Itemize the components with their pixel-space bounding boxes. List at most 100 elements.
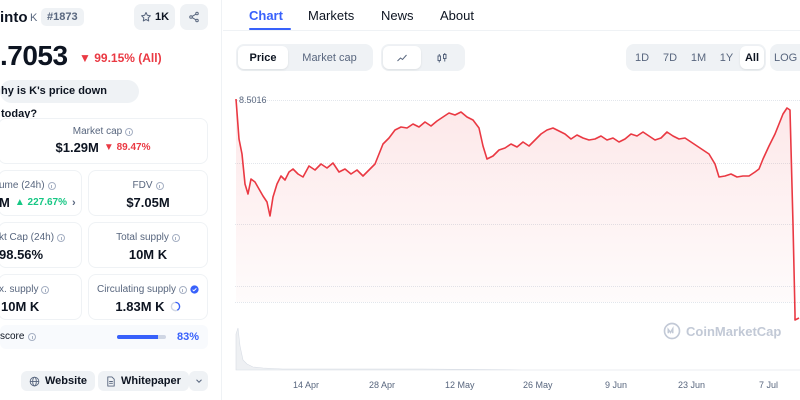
line-chart-toggle[interactable] [383,46,421,69]
log-scale-toggle[interactable]: LOG [770,44,800,71]
volume-area [235,327,800,371]
coinmarketcap-logo-icon [663,322,681,340]
down-triangle-icon: ▼ [79,51,91,65]
whitepaper-label: Whitepaper [121,375,181,387]
total-supply-label: Total supply [116,232,169,243]
max-supply-label: x. supply [0,284,39,295]
volume-card[interactable]: ume (24h) M ▲ 227.67% › [0,170,82,216]
vol-mcap-label: kt Cap (24h) [0,232,55,243]
volume-change: ▲ 227.67% [14,197,68,208]
gridline [235,302,800,303]
price-change: ▼ 99.15% (All) [79,51,162,65]
range-all[interactable]: All [740,46,764,69]
share-button[interactable] [180,4,208,30]
x-tick: 23 Jun [678,380,706,390]
score-label: score [0,331,25,342]
total-supply-card: Total supply 10M K [88,222,208,268]
market-cap-card: Market cap $1.29M ▼ 89.47% [0,118,208,164]
verified-check-icon [190,285,199,294]
watchlist-count: 1K [154,11,170,23]
metric-toggle: Price Market cap [236,44,373,71]
info-icon[interactable] [47,181,56,190]
info-icon[interactable] [57,233,66,242]
price-area-fill [236,99,793,302]
info-icon[interactable] [125,127,134,136]
fdv-card: FDV $7.05M [88,170,208,216]
info-icon[interactable] [155,181,164,190]
market-cap-label: Market cap [72,126,123,137]
max-supply-card: x. supply 10M K [0,274,82,320]
watermark-text: CoinMarketCap [686,323,782,339]
circulating-supply-label: Circulating supply [97,284,176,295]
circulating-supply-value: 1.83M K [115,299,165,314]
vol-mcap-value: 98.56% [0,247,44,262]
score-bar [117,335,166,339]
range-1d[interactable]: 1D [634,51,650,64]
tab-markets[interactable]: Markets [308,8,355,23]
line-chart-icon [397,54,407,61]
volume-label: ume (24h) [0,180,45,191]
share-icon [189,11,199,23]
x-tick: 9 Jun [605,380,628,390]
info-icon[interactable] [41,285,50,294]
log-scale-label: LOG [774,51,798,64]
price-line-svg [235,98,800,371]
price-change-value: 99.15% (All) [94,51,162,65]
price-chart[interactable]: 8.5016 CoinMarketCap 14 Apr 28 Apr 12 Ma… [223,84,800,400]
price-line [235,98,800,321]
tab-chart[interactable]: Chart [249,8,283,23]
candlestick-icon [437,52,447,62]
price-toggle[interactable]: Price [238,46,288,69]
high-price-label: 8.5016 [239,95,267,105]
progress-ring-icon [170,301,180,312]
info-icon[interactable] [171,233,180,242]
candlestick-toggle[interactable] [421,46,463,69]
coinmarketcap-watermark: CoinMarketCap [663,322,781,340]
active-tab-indicator [249,28,291,30]
chevron-right-icon: › [72,196,76,209]
x-tick: 26 May [523,380,553,390]
rank-badge: #1873 [41,8,84,26]
market-cap-change-value: 89.47% [116,142,151,153]
volume-value: M [0,195,10,210]
max-supply-value: 10M K [1,299,40,314]
coin-symbol: K [30,12,38,24]
x-tick: 7 Jul [759,380,779,390]
x-tick: 28 Apr [369,380,396,390]
globe-icon [29,376,40,386]
more-links-button[interactable] [189,371,208,391]
chart-panel: Chart Markets News About Price Market ca… [223,0,800,400]
score-row: score 83% [0,325,208,349]
info-icon[interactable] [28,332,37,341]
score-value: 83% [177,331,200,343]
coin-price: .7053 [0,40,68,71]
volume-change-value: 227.67% [27,197,68,208]
score-bar-fill [117,335,158,339]
whitepaper-button[interactable]: Whitepaper [98,371,189,391]
watchlist-button[interactable]: 1K [134,4,175,30]
tab-news[interactable]: News [381,8,414,23]
range-1y[interactable]: 1Y [719,51,734,64]
market-cap-value: $1.29M [55,140,99,155]
circulating-supply-card: Circulating supply 1.83M K [88,274,208,320]
total-supply-value: 10M K [128,247,168,262]
chevron-down-icon [195,379,202,383]
tab-about[interactable]: About [440,8,474,23]
why-price-down-text: hy is K's price down today? [1,85,107,120]
coin-name: into [0,9,28,26]
website-button[interactable]: Website [21,371,95,391]
document-icon [107,375,115,387]
x-tick: 14 Apr [293,380,320,390]
gridline [235,100,800,101]
x-tick: 12 May [445,380,475,390]
range-7d[interactable]: 7D [662,51,678,64]
market-cap-toggle[interactable]: Market cap [302,51,357,64]
info-icon[interactable] [178,285,187,294]
website-label: Website [45,375,87,387]
vol-mcap-card: kt Cap (24h) 98.56% [0,222,82,268]
market-cap-change: ▼ 89.47% [103,142,151,153]
time-range-toggle: 1D 7D 1M 1Y All [626,44,766,71]
tabs-divider [223,30,800,31]
why-price-down-chip[interactable]: hy is K's price down today? [0,80,139,120]
range-1m[interactable]: 1M [690,51,707,64]
